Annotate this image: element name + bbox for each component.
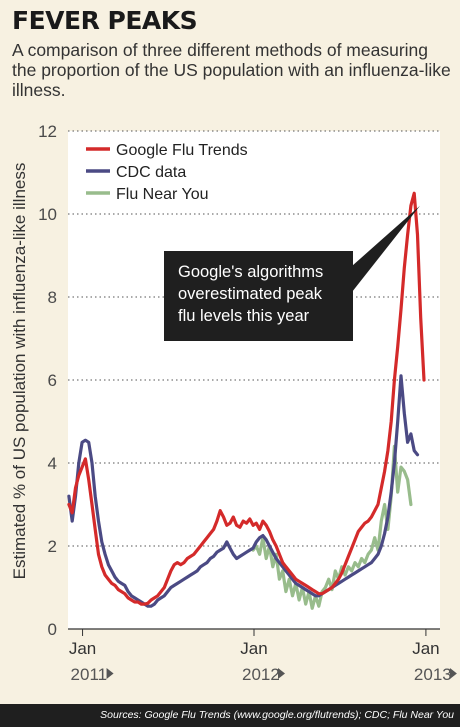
annotation-box: [164, 251, 353, 341]
x-year-label-1: 2012: [242, 665, 280, 684]
series-layer: [67, 191, 426, 610]
source-note: Sources: Google Flu Trends (www.google.o…: [100, 709, 454, 721]
x-year-arrow-1: [278, 668, 285, 679]
annotation: Google's algorithms overestimated peak flu…: [164, 205, 420, 341]
chart: 0 2 4 6 8 10 12 Jan 2011 Jan 2012 Jan 2013 Google F…: [10, 122, 457, 684]
y-tick-8: 8: [48, 288, 57, 307]
series-cdc-data-line: [67, 374, 420, 608]
y-tick-0: 0: [48, 620, 57, 639]
y-tick-10: 10: [38, 205, 57, 224]
series-flu-near-you-line: [251, 444, 413, 610]
footer: Sources: Google Flu Trends (www.google.o…: [0, 704, 460, 727]
y-axis-label: Estimated % of US population with influe…: [10, 163, 29, 580]
legend-label-0: Google Flu Trends: [116, 142, 248, 159]
x-year-label-0: 2011: [71, 665, 108, 684]
annotation-line-0: Google's algorithms: [178, 263, 323, 281]
x-year-arrow-0: [106, 668, 114, 679]
annotation-line-2: flu levels this year: [178, 307, 310, 325]
x-axis: Jan 2011 Jan 2012 Jan 2013: [69, 629, 457, 684]
x-year-label-2: 2013: [414, 665, 452, 684]
grid: [68, 130, 440, 630]
annotation-pointer: [352, 205, 420, 292]
x-tick-label-2: Jan: [412, 639, 439, 658]
legend-label-1: CDC data: [116, 164, 186, 181]
y-tick-4: 4: [48, 454, 57, 473]
y-tick-12: 12: [38, 122, 57, 141]
y-tick-6: 6: [48, 371, 57, 390]
x-tick-label-1: Jan: [240, 639, 267, 658]
legend: Google Flu Trends CDC data Flu Near You: [86, 142, 248, 203]
page-title: FEVER PEAKS: [12, 6, 198, 35]
x-year-arrow-2: [449, 668, 457, 679]
y-tick-labels: 0 2 4 6 8 10 12: [38, 122, 57, 639]
legend-label-2: Flu Near You: [116, 186, 209, 203]
page-subtitle: A comparison of three different methods …: [12, 40, 451, 100]
x-tick-label-0: Jan: [69, 639, 96, 658]
series-google-flu-trends-line: [67, 191, 426, 606]
annotation-line-1: overestimated peak: [178, 285, 323, 303]
y-tick-2: 2: [48, 537, 57, 556]
